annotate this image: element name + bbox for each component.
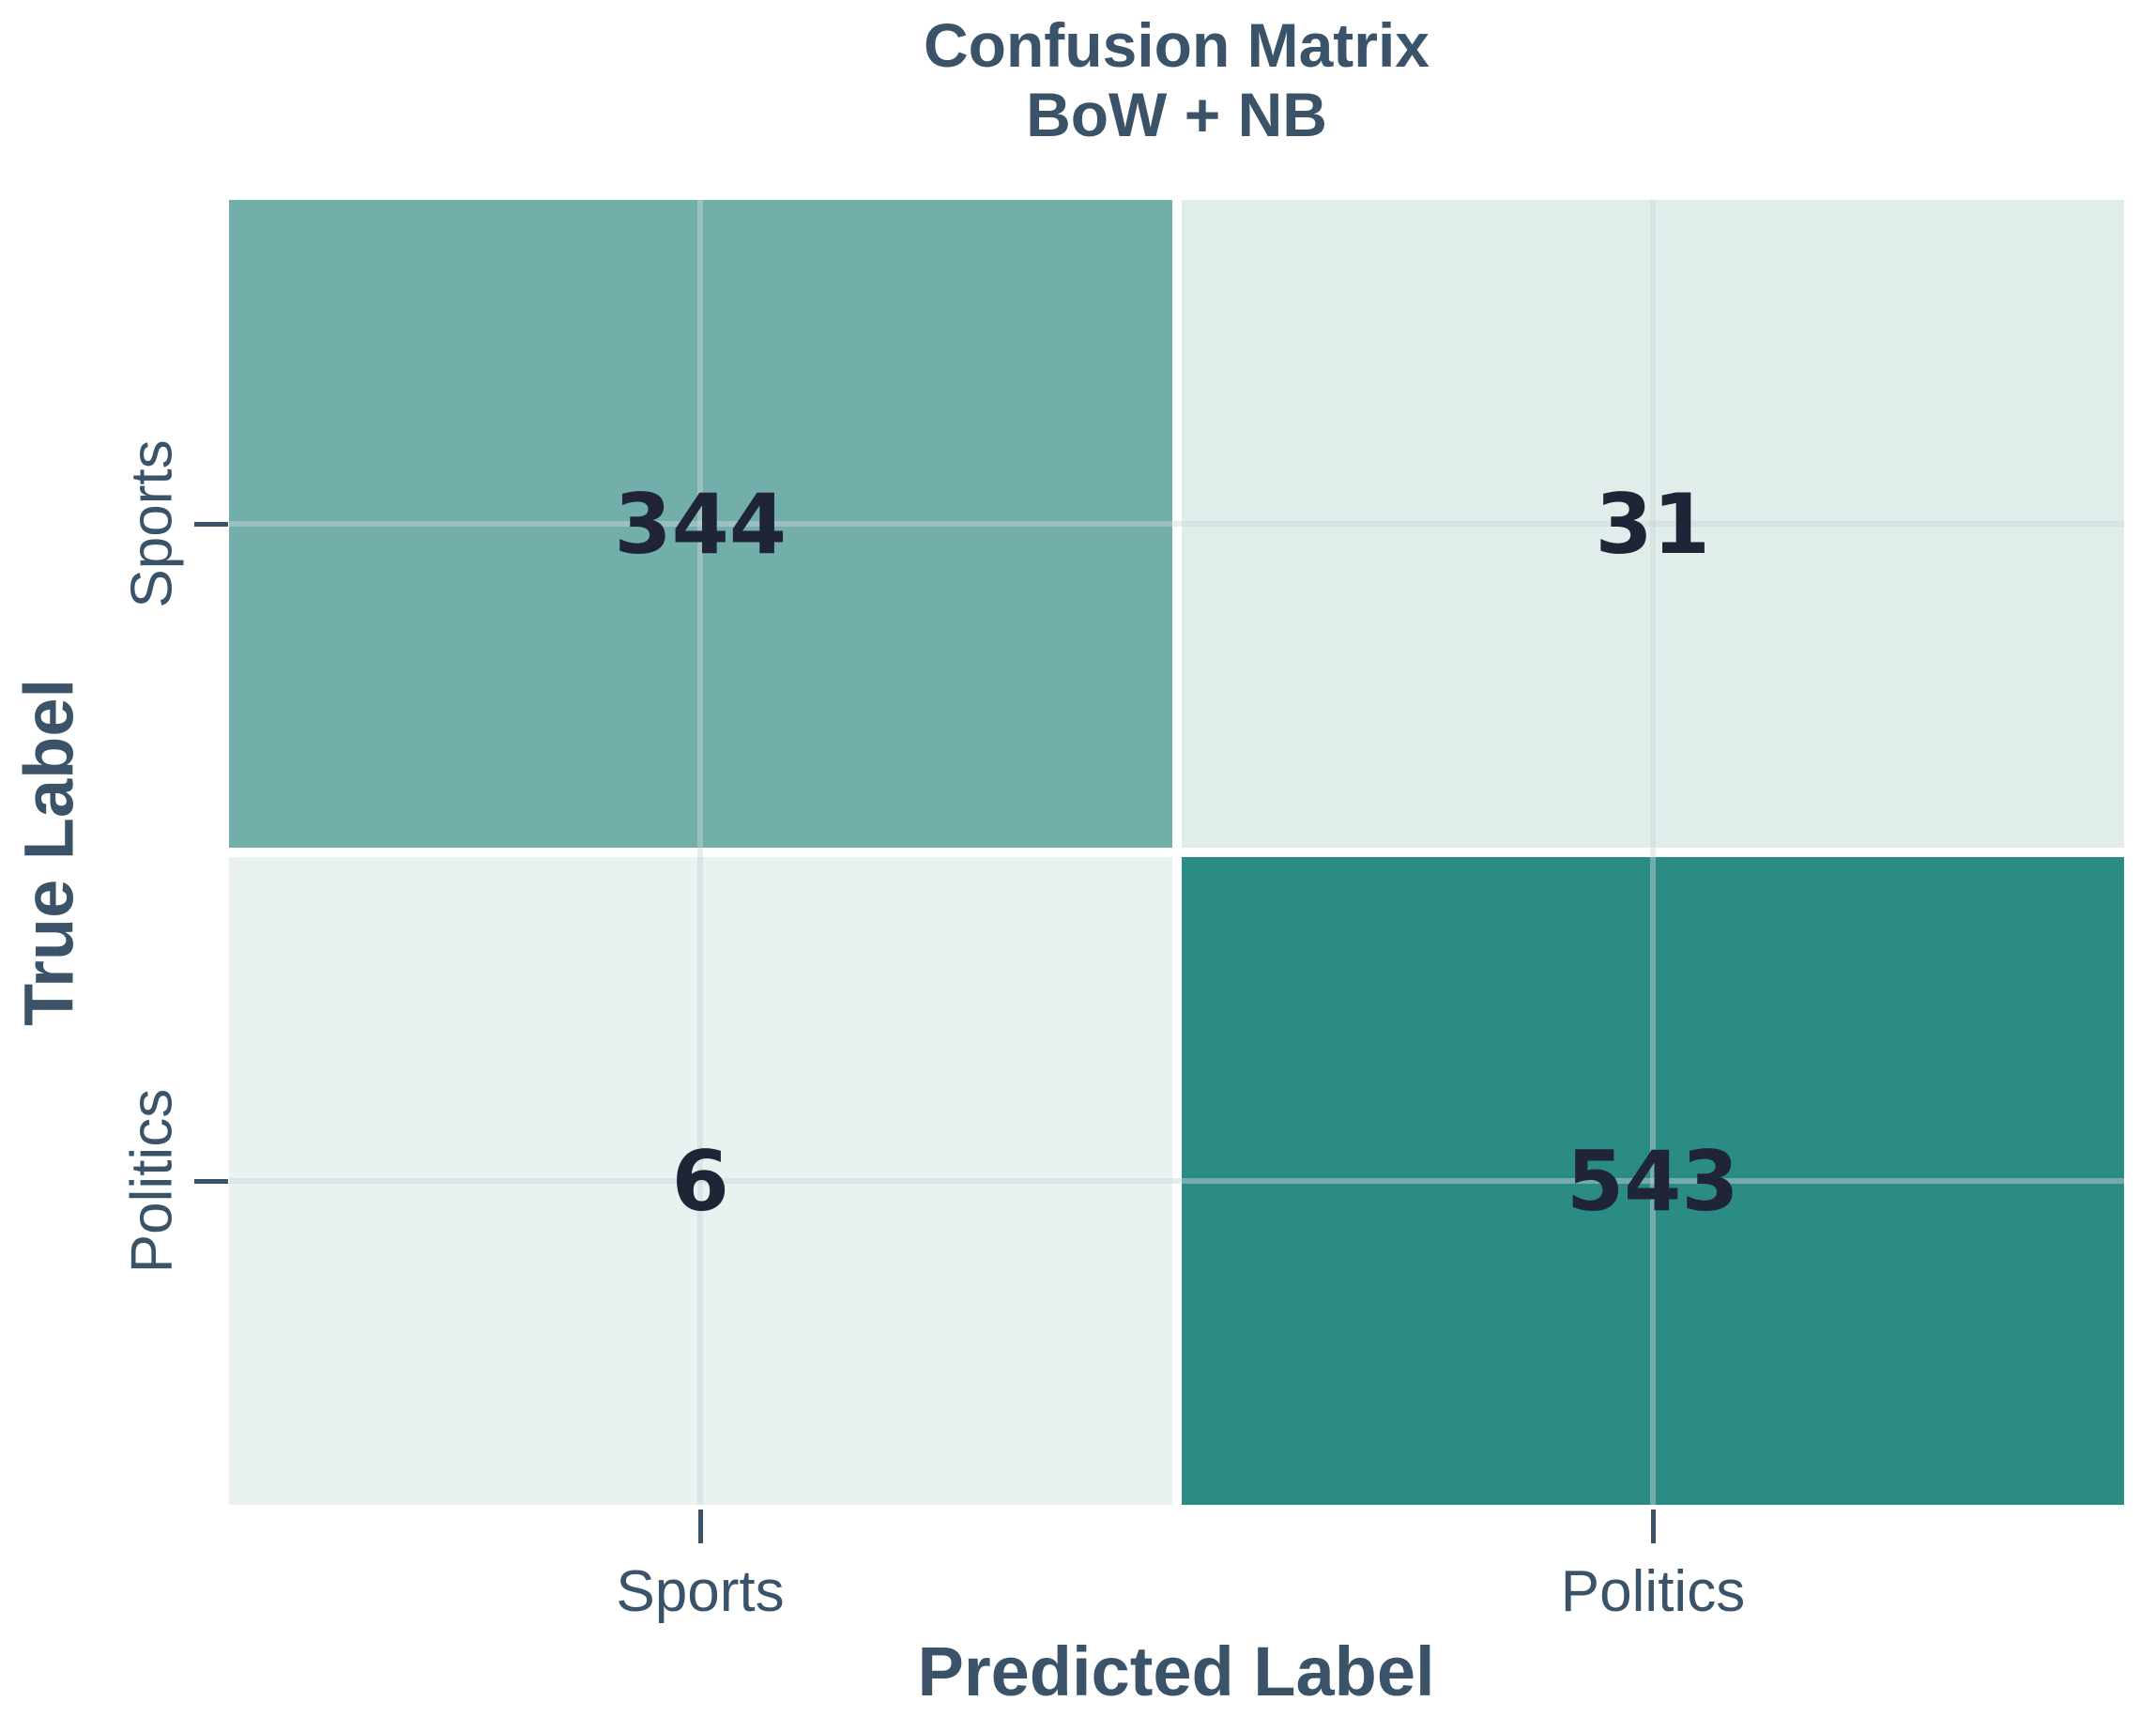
chart-title: Confusion Matrix BoW + NB bbox=[229, 10, 2124, 150]
x-tick-label-sports: Sports bbox=[616, 1559, 785, 1624]
x-axis-label: Predicted Label bbox=[917, 1632, 1435, 1710]
cell-value-true-sports-pred-politics: 31 bbox=[1595, 475, 1710, 573]
cell-true-sports-pred-sports: 344 bbox=[229, 200, 1172, 848]
cell-value-true-politics-pred-politics: 543 bbox=[1566, 1132, 1739, 1230]
cell-true-politics-pred-politics: 543 bbox=[1181, 857, 2124, 1505]
heatmap-plot-area: 344 31 6 543 bbox=[229, 200, 2124, 1505]
cell-value-true-sports-pred-sports: 344 bbox=[614, 475, 787, 573]
cell-value-true-politics-pred-sports: 6 bbox=[671, 1132, 729, 1230]
y-tick-label-sports: Sports bbox=[119, 439, 185, 608]
y-tick-mark-politics bbox=[194, 1179, 228, 1184]
y-tick-label-politics: Politics bbox=[119, 1088, 185, 1274]
x-tick-mark-politics bbox=[1651, 1510, 1656, 1543]
x-tick-label-politics: Politics bbox=[1560, 1559, 1746, 1624]
cell-true-sports-pred-politics: 31 bbox=[1181, 200, 2124, 848]
y-axis-label: True Label bbox=[9, 678, 88, 1027]
y-tick-mark-sports bbox=[194, 522, 228, 527]
chart-title-line-2: BoW + NB bbox=[1026, 79, 1327, 149]
x-tick-mark-sports bbox=[698, 1510, 703, 1543]
cell-true-politics-pred-sports: 6 bbox=[229, 857, 1172, 1505]
chart-title-line-1: Confusion Matrix bbox=[924, 10, 1430, 80]
